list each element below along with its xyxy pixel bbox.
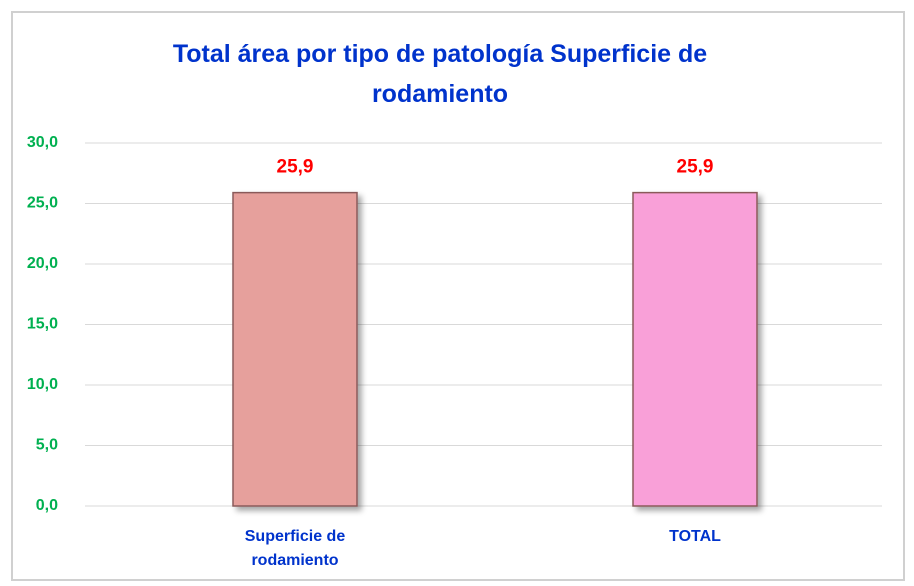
y-tick-label: 30,0 (27, 134, 58, 151)
value-label: 25,9 (277, 157, 314, 178)
y-tick-label: 20,0 (27, 255, 58, 272)
x-tick-label: TOTAL (669, 528, 721, 545)
chart-title: Total área por tipo de patología Superfi… (172, 40, 708, 108)
bar (232, 191, 358, 507)
y-tick-label: 0,0 (36, 497, 58, 514)
y-tick-label: 5,0 (36, 437, 58, 454)
y-tick-label: 25,0 (27, 195, 58, 212)
value-label: 25,9 (677, 157, 714, 178)
bar (632, 191, 758, 507)
y-tick-label: 10,0 (27, 376, 58, 393)
y-tick-label: 15,0 (27, 316, 58, 333)
x-tick-label: Superficie de rodamiento (244, 528, 346, 569)
